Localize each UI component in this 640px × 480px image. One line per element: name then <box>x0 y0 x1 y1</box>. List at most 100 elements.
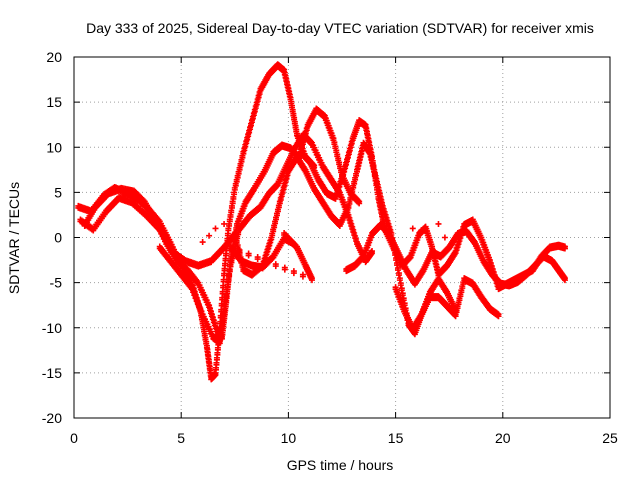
data-point <box>214 351 221 358</box>
data-point <box>355 199 362 206</box>
data-point <box>222 252 229 259</box>
data-point <box>418 227 425 234</box>
data-point <box>347 219 354 226</box>
data-point <box>396 277 403 284</box>
data-point <box>251 108 258 115</box>
data-point <box>238 158 245 165</box>
data-point <box>303 127 310 134</box>
data-point <box>208 313 215 320</box>
data-point <box>467 218 474 225</box>
data-point <box>227 263 234 270</box>
data-point <box>385 222 392 229</box>
data-points <box>75 61 568 383</box>
data-point <box>486 259 493 266</box>
y-axis-title: SDTVAR / TECUs <box>6 182 22 294</box>
data-point <box>283 175 290 182</box>
data-point <box>245 252 252 259</box>
data-point <box>210 319 217 326</box>
data-point <box>289 241 296 248</box>
data-point <box>397 282 404 289</box>
data-point <box>243 140 250 147</box>
data-point <box>206 304 213 311</box>
data-point <box>349 188 356 195</box>
data-point <box>269 232 276 239</box>
data-point <box>369 250 376 257</box>
data-point <box>350 228 357 235</box>
data-point <box>264 248 271 255</box>
data-point <box>273 216 280 223</box>
data-point <box>349 225 356 232</box>
data-point <box>190 289 197 296</box>
data-point <box>453 247 460 254</box>
data-point <box>406 255 413 262</box>
y-tick-label: 15 <box>46 94 62 110</box>
data-point <box>247 126 254 133</box>
data-point <box>346 216 353 223</box>
data-point <box>224 283 231 290</box>
data-point <box>192 295 199 302</box>
data-point <box>308 277 315 284</box>
data-point <box>454 305 461 312</box>
data-point <box>248 119 255 126</box>
data-point <box>209 316 216 323</box>
y-tick-label: -15 <box>42 365 62 381</box>
data-point <box>250 112 257 119</box>
data-point <box>268 236 275 243</box>
data-point <box>342 165 349 172</box>
data-point <box>218 302 225 309</box>
data-point <box>495 313 502 320</box>
data-point <box>226 273 233 280</box>
data-point <box>353 238 360 245</box>
data-point <box>346 200 353 207</box>
data-point <box>339 174 346 181</box>
y-tick-label: 0 <box>54 230 62 246</box>
data-point <box>233 178 240 185</box>
series-sparse <box>199 218 474 246</box>
data-point <box>561 245 568 252</box>
data-point <box>352 234 359 241</box>
data-point <box>280 186 287 193</box>
data-point <box>351 231 358 238</box>
data-point <box>561 277 568 284</box>
data-point <box>207 307 214 314</box>
data-point <box>207 310 214 317</box>
data-point <box>454 244 461 251</box>
data-point <box>345 151 352 158</box>
data-point <box>457 293 464 300</box>
data-point <box>353 172 360 179</box>
data-point <box>348 140 355 147</box>
data-point <box>452 313 459 320</box>
gridlines <box>74 57 610 418</box>
x-tick-label: 5 <box>177 430 185 446</box>
data-point <box>212 366 219 373</box>
y-tick-label: -5 <box>50 275 63 291</box>
series-track-8 <box>156 130 376 347</box>
data-point <box>223 288 230 295</box>
data-point <box>233 239 240 246</box>
data-point <box>273 183 280 190</box>
data-point <box>234 174 241 181</box>
data-point <box>255 94 262 101</box>
series-track-1 <box>75 61 318 383</box>
data-point <box>272 263 279 270</box>
data-point <box>265 245 272 252</box>
data-point <box>221 267 228 274</box>
data-point <box>221 272 228 279</box>
data-point <box>235 231 242 238</box>
data-point <box>212 371 219 378</box>
x-tick-label: 20 <box>495 430 511 446</box>
data-point <box>346 147 353 154</box>
data-point <box>451 312 458 319</box>
data-point <box>196 304 203 311</box>
x-tick-label: 10 <box>281 430 297 446</box>
data-point <box>263 251 270 258</box>
data-point <box>221 220 228 227</box>
data-point <box>221 303 228 310</box>
data-point <box>275 204 282 211</box>
chart-title: Day 333 of 2025, Sidereal Day-to-day VTE… <box>86 20 594 36</box>
data-point <box>453 309 460 316</box>
data-point <box>340 171 347 178</box>
data-point <box>350 184 357 191</box>
data-point <box>262 254 269 261</box>
